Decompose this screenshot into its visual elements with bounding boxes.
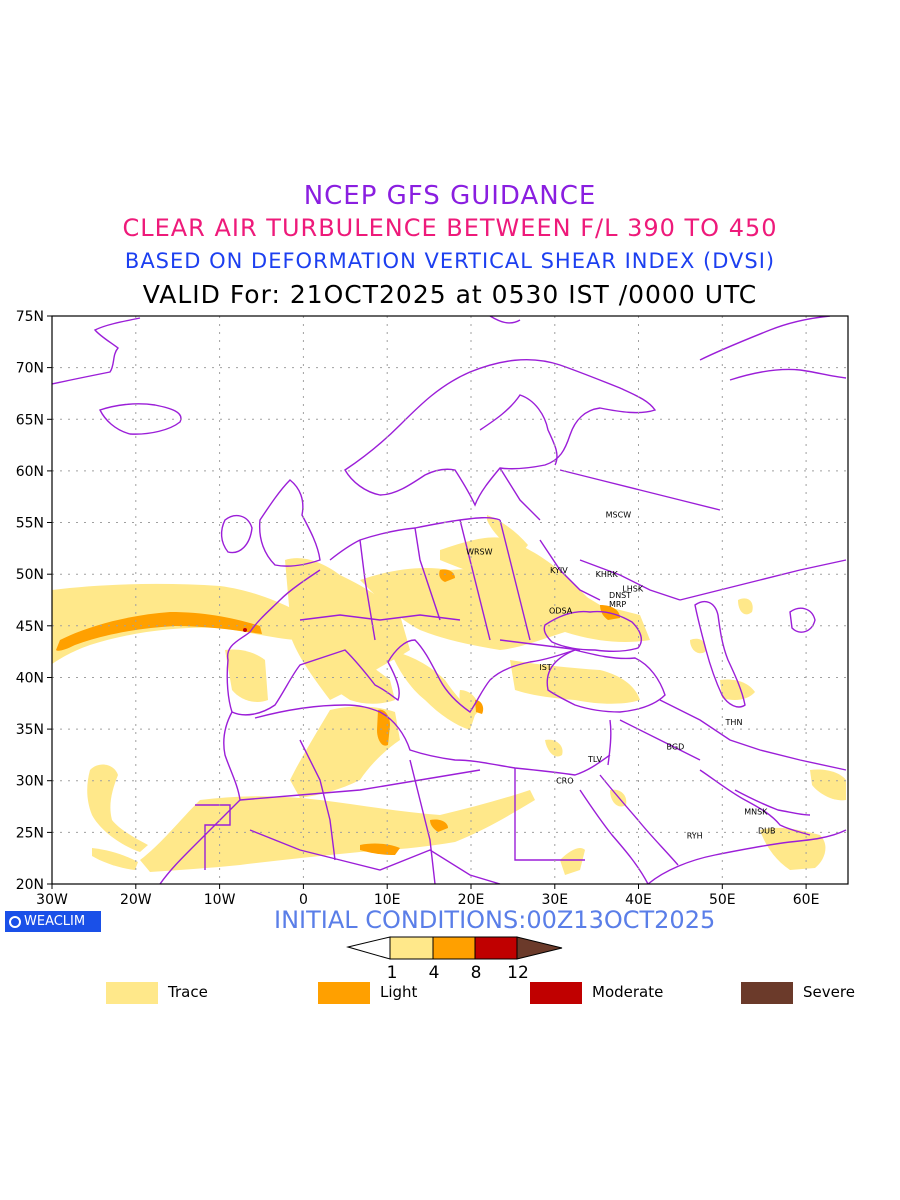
- city-label-kyiv: KYIV: [550, 566, 568, 575]
- city-label-odsa: ODSA: [549, 606, 573, 615]
- colorbar-label: 12: [507, 963, 529, 981]
- city-label-dnst: DNST: [609, 591, 631, 600]
- city-label-tlv: TLV: [587, 755, 602, 764]
- coastlines: [52, 316, 847, 884]
- city-label-mrp: MRP: [609, 600, 626, 609]
- city-label-mnsk: MNSK: [744, 808, 768, 817]
- map-frame: [51, 315, 849, 885]
- lat-label: 35N: [16, 722, 44, 738]
- city-label-ryh: RYH: [687, 832, 703, 841]
- tick-marks: [47, 315, 807, 889]
- city-label-lhsk: LHSK: [622, 585, 644, 594]
- city-label-cro: CRO: [556, 777, 573, 786]
- colorbar-moderate: [474, 936, 518, 960]
- lon-label: 10E: [374, 892, 401, 908]
- city-label-mscw: MSCW: [606, 510, 632, 519]
- city-label-bgd: BGD: [667, 743, 685, 752]
- title-line-3: BASED ON DEFORMATION VERTICAL SHEAR INDE…: [124, 249, 776, 273]
- colorbar-light: [432, 936, 476, 960]
- city-label-thn: THN: [725, 718, 743, 727]
- lon-label: 40E: [625, 892, 652, 908]
- initial-conditions: INITIAL CONDITIONS:00Z13OCT2025: [274, 906, 716, 934]
- legend-swatch: [318, 982, 370, 1004]
- lat-label: 55N: [16, 516, 44, 532]
- valid-time-title: VALID For: 21OCT2025 at 0530 IST /0000 U…: [142, 280, 758, 309]
- moderate-areas: [243, 628, 247, 632]
- lat-label: 45N: [16, 619, 44, 635]
- colorbar-label: 1: [387, 963, 398, 981]
- lat-label: 50N: [16, 567, 44, 583]
- legend-label: Moderate: [592, 983, 664, 1001]
- weaclim-logo-icon: [9, 916, 21, 928]
- colorbar-under: [346, 936, 391, 960]
- weaclim-logo: WEACLIM: [5, 911, 101, 932]
- lat-label: 75N: [16, 309, 44, 325]
- legend-label: Severe: [803, 983, 855, 1001]
- city-label-ist: IST: [539, 663, 551, 672]
- colorbar-severe: [516, 936, 563, 960]
- lon-label: 20W: [120, 892, 152, 908]
- title-line-1: NCEP GFS GUIDANCE: [303, 181, 597, 211]
- lon-label: 10W: [204, 892, 236, 908]
- light-areas: [56, 569, 620, 855]
- city-label-dub: DUB: [758, 826, 776, 835]
- city-label-khrk: KHRK: [596, 570, 619, 579]
- lon-label: 0: [299, 892, 308, 908]
- latitude-labels: 75N 70N 65N 60N 55N 50N 45N 40N 35N 30N …: [16, 309, 44, 893]
- lon-label: 30E: [541, 892, 568, 908]
- legend-swatch: [106, 982, 158, 1004]
- lat-label: 70N: [16, 361, 44, 377]
- legend-label: Light: [380, 983, 418, 1001]
- title-line-2: CLEAR AIR TURBULENCE BETWEEN F/L 390 TO …: [122, 214, 778, 242]
- weaclim-brand: WEACLIM: [24, 914, 86, 929]
- colorbar: 1 4 8 12: [346, 936, 563, 981]
- lat-label: 25N: [16, 825, 44, 841]
- legend-swatch: [530, 982, 582, 1004]
- lon-label: 20E: [458, 892, 485, 908]
- lat-label: 60N: [16, 464, 44, 480]
- lat-label: 40N: [16, 671, 44, 687]
- colorbar-label: 8: [471, 963, 482, 981]
- city-label-wrsw: WRSW: [466, 548, 493, 557]
- colorbar-trace: [389, 936, 434, 960]
- legend-label: Trace: [168, 983, 208, 1001]
- grid-lines: [52, 316, 848, 884]
- legend-swatch: [741, 982, 793, 1004]
- lat-label: 65N: [16, 412, 44, 428]
- lat-label: 20N: [16, 877, 44, 893]
- lon-label: 30W: [36, 892, 68, 908]
- lon-label: 50E: [709, 892, 736, 908]
- colorbar-label: 4: [429, 963, 440, 981]
- lon-label: 60E: [793, 892, 820, 908]
- longitude-labels: 30W 20W 10W 0 10E 20E 30E 40E 50E 60E: [36, 892, 819, 908]
- lat-label: 30N: [16, 774, 44, 790]
